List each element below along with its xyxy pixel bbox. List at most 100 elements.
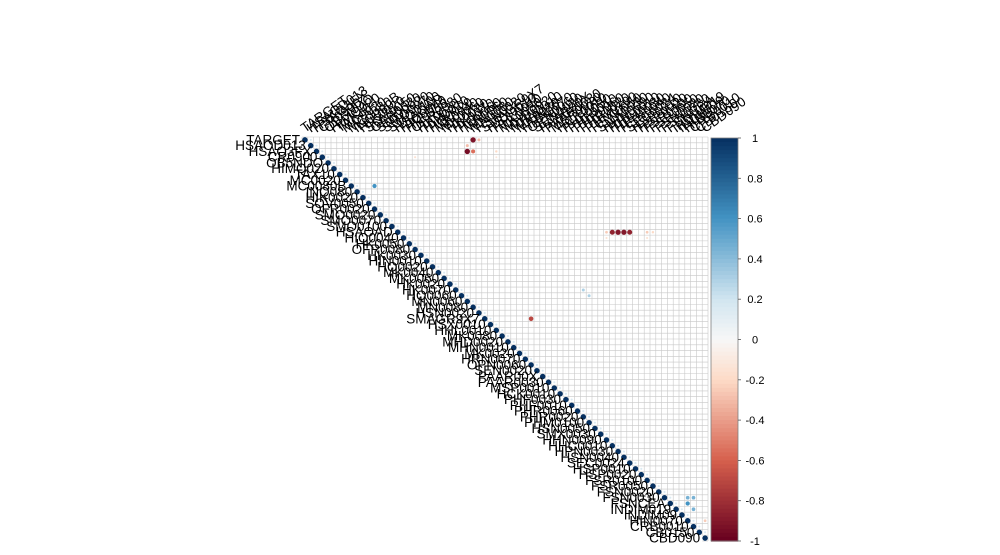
diagonal-cell <box>510 344 517 351</box>
near-diagonal-cell <box>617 444 620 447</box>
legend-color-segment <box>711 307 738 312</box>
row-label: FSNCEA <box>611 496 666 511</box>
legend-color-segment <box>711 186 738 191</box>
diagonal-cell <box>342 177 349 184</box>
correlation-cell <box>465 144 469 148</box>
legend-color-segment <box>711 456 738 461</box>
legend-color-segment <box>711 283 738 288</box>
legend-color-segment <box>711 234 738 240</box>
near-diagonal-cell <box>309 138 312 141</box>
row-label: MK0040 <box>383 265 433 280</box>
legend-color-segment <box>711 416 738 421</box>
legend-color-segment <box>711 512 738 518</box>
row-label: MSP0010 <box>490 381 549 396</box>
row-label: HK0020 <box>396 277 445 292</box>
diagonal-cell <box>394 229 401 235</box>
diagonal-cell <box>580 414 587 420</box>
legend-color-segment <box>711 246 738 252</box>
legend-color-segment <box>711 367 738 373</box>
legend-tick-label: -0.6 <box>746 455 765 467</box>
diagonal-cell <box>667 500 674 507</box>
row-label: FSR0050 <box>591 479 648 494</box>
legend-color-segment <box>711 258 738 264</box>
diagonal-cell <box>673 506 679 512</box>
near-diagonal-cell <box>472 300 475 303</box>
diagonal-cell <box>319 154 326 160</box>
row-label: CR0900 <box>268 150 318 165</box>
near-diagonal-cell <box>495 323 498 326</box>
near-diagonal-cell <box>541 369 544 372</box>
legend-color-segment <box>711 399 738 405</box>
legend-color-segment <box>711 182 738 187</box>
row-label: FSN0020 <box>597 484 654 499</box>
row-label: SMO0070 <box>320 213 381 228</box>
diagonal-cell <box>621 454 627 461</box>
near-diagonal-cell <box>535 363 538 367</box>
near-diagonal-cell <box>506 335 509 338</box>
row-label: HHN0090 <box>542 433 601 448</box>
correlation-cell <box>495 156 498 159</box>
legend-color-segment <box>711 194 738 200</box>
near-diagonal-cell <box>431 260 434 263</box>
correlation-cell <box>605 236 608 240</box>
legend-color-segment <box>711 460 738 466</box>
row-label: PHR0060 <box>514 404 573 419</box>
legend-color-segment <box>711 408 738 413</box>
diagonal-cell <box>493 327 500 334</box>
legend-color-segment <box>711 347 738 353</box>
column-labels: TARGETHSAOD013HSAO3FXCR0900OB5NDOHIMQ020… <box>298 81 749 135</box>
diagonal-cell <box>626 460 633 466</box>
near-diagonal-cell <box>385 213 388 216</box>
legend-color-segment <box>711 230 738 236</box>
correlation-cell <box>646 236 649 240</box>
legend-color-segment <box>711 154 738 159</box>
near-diagonal-cell <box>460 288 463 292</box>
legend-color-segment <box>711 287 738 292</box>
row-label: CB0150 <box>646 525 695 540</box>
near-diagonal-cell <box>599 427 602 430</box>
diagonal-cell <box>365 200 372 207</box>
near-diagonal-cell <box>518 346 521 349</box>
row-label: MK0020 <box>464 346 514 361</box>
diagonal-cell <box>418 252 424 259</box>
near-diagonal-cell <box>553 381 556 384</box>
diagonal-cell <box>435 269 442 276</box>
correlation-cell <box>691 507 696 512</box>
near-diagonal-cell <box>332 161 335 165</box>
legend-color-segment <box>711 170 738 175</box>
legend-color-segment <box>711 488 738 494</box>
row-label: HSN0040 <box>560 450 619 465</box>
near-diagonal-cell <box>443 271 446 274</box>
row-label: HIN0070 <box>630 513 683 528</box>
row-label: SMO0100 <box>326 219 387 234</box>
near-diagonal-cell <box>437 265 440 268</box>
near-diagonal-cell <box>338 167 341 170</box>
row-label: PHF0030 <box>504 392 561 407</box>
legend-color-segment <box>711 524 738 530</box>
row-label: FSR0100 <box>585 473 642 488</box>
correlation-cell <box>495 150 498 153</box>
legend-color-segment <box>711 395 738 401</box>
correlation-cell <box>651 231 655 234</box>
row-label: PHM0100 <box>524 415 584 430</box>
legend-color-segment <box>711 520 738 526</box>
diagonal-cell <box>499 333 505 339</box>
near-diagonal-cell <box>646 473 649 476</box>
near-diagonal-cell <box>605 433 608 436</box>
diagonal-cell <box>702 535 708 541</box>
legend-tick-label: 1 <box>752 133 758 145</box>
row-label: INDIM019 <box>610 502 671 517</box>
near-diagonal-cell <box>477 306 480 309</box>
diagonal-cell <box>313 148 320 155</box>
legend-color-segment <box>711 480 738 486</box>
diagonal-cell <box>551 385 558 391</box>
near-diagonal-cell <box>663 490 666 494</box>
diagonal-cell <box>522 356 529 362</box>
diagonal-cell <box>325 160 331 166</box>
near-diagonal-cell <box>344 173 347 176</box>
row-label: HSAOD013 <box>235 138 306 153</box>
correlation-cell <box>581 288 585 292</box>
legend-color-segment <box>711 262 738 268</box>
row-label: SEC0024 <box>567 456 625 471</box>
near-diagonal-cell <box>512 340 515 343</box>
